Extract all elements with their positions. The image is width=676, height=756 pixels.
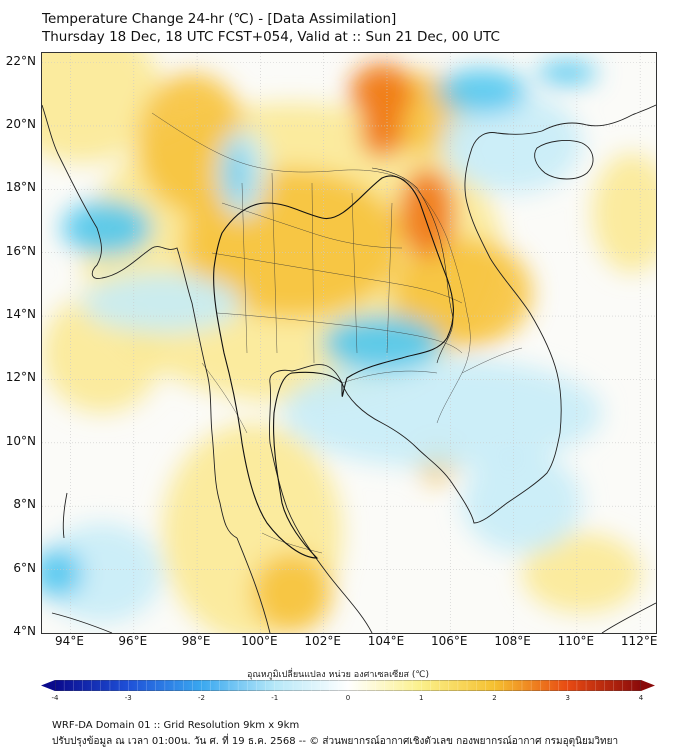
- lat-tick-label: 20°N: [5, 116, 36, 131]
- lat-tick-label: 8°N: [13, 497, 36, 512]
- lon-tick-label: 98°E: [181, 634, 211, 648]
- colorbar: [41, 680, 655, 691]
- coastline-borneo: [601, 602, 656, 633]
- map-canvas: [42, 53, 656, 633]
- map-subtitle: Thursday 18 Dec, 18 UTC FCST+054, Valid …: [42, 29, 500, 45]
- colorbar-tick-label: 0: [345, 694, 351, 702]
- lat-tick-label: 22°N: [5, 53, 36, 68]
- lat-tick-label: 18°N: [5, 180, 36, 195]
- lat-tick-label: 4°N: [13, 624, 36, 638]
- coastline-hainan: [534, 140, 594, 180]
- lon-tick-label: 96°E: [118, 634, 148, 648]
- graticule: [42, 53, 656, 633]
- colorbar-tick-label: 4: [638, 694, 644, 702]
- map-title: Temperature Change 24-hr (℃) - [Data Ass…: [42, 11, 397, 27]
- lat-tick-label: 6°N: [13, 560, 36, 575]
- coastline-china: [541, 104, 656, 132]
- lon-tick-label: 110°E: [557, 634, 595, 648]
- coastline-gulf-east: [341, 382, 561, 524]
- colorbar-tick-label: 3: [565, 694, 570, 702]
- lat-tick-label: 14°N: [5, 307, 36, 322]
- lon-tick-label: 112°E: [620, 634, 658, 648]
- admin-borders: [151, 112, 523, 554]
- lat-tick-label: 12°N: [5, 370, 36, 385]
- lon-tick-label: 106°E: [431, 634, 468, 648]
- lon-tick-label: 94°E: [55, 634, 84, 648]
- colorbar-max-extend: [641, 680, 655, 691]
- lon-tick-label: 108°E: [494, 634, 531, 648]
- lat-tick-label: 16°N: [5, 243, 36, 258]
- colorbar-tick-label: 2: [492, 694, 497, 702]
- footer-update-info: ปรับปรุงข้อมูล ณ เวลา 01:00น. วัน ศ. ที่…: [52, 736, 619, 747]
- footer-model-info: WRF-DA Domain 01 :: Grid Resolution 9km …: [52, 720, 300, 731]
- colorbar-tick-label: -2: [198, 694, 205, 702]
- lon-tick-label: 102°E: [304, 634, 341, 648]
- colorbar-tick-label: 1: [419, 694, 424, 702]
- lat-tick-label: 10°N: [5, 433, 36, 448]
- colorbar-tick-label: -4: [51, 694, 59, 702]
- coastline-sumatra: [51, 612, 113, 633]
- coastline-vietnam: [464, 130, 562, 434]
- temperature-change-field: [42, 53, 656, 633]
- colorbar-min-extend: [41, 680, 55, 691]
- lon-tick-label: 100°E: [241, 634, 278, 648]
- river-mekong: [371, 167, 454, 364]
- thailand-border: [213, 175, 454, 559]
- coastline-andaman: [62, 492, 68, 539]
- coastline-peninsula-west: [236, 537, 271, 633]
- colorbar-tick-label: -1: [271, 694, 279, 702]
- lon-tick-label: 104°E: [367, 634, 405, 648]
- coastline-myanmar: [42, 104, 238, 539]
- colorbar-title: อุณหภูมิเปลี่ยนแปลง หน่วย องศาเซลเซียส (…: [246, 670, 430, 680]
- map-panel: [41, 52, 657, 634]
- colorbar-tick-label: -3: [124, 694, 132, 702]
- coastline-peninsula-east: [268, 364, 373, 633]
- coastline: [42, 104, 656, 633]
